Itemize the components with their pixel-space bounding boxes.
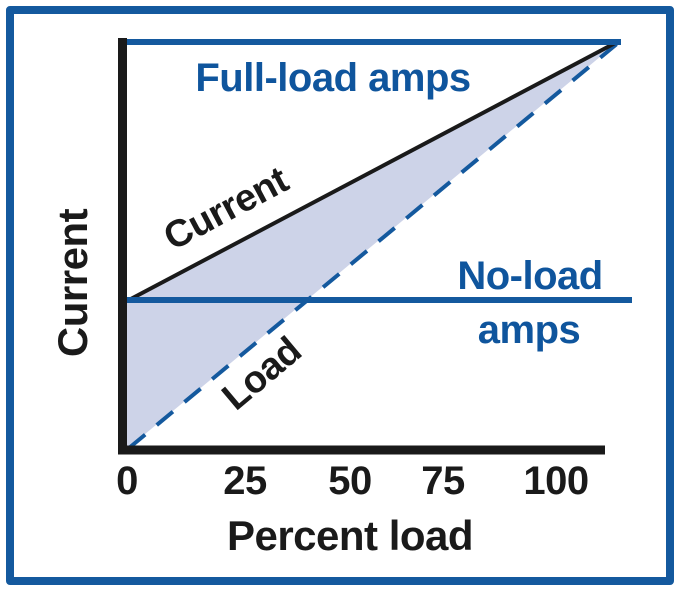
x-tick-label-75: 75 (421, 459, 465, 503)
full-load-amps-label: Full-load amps (195, 56, 471, 100)
x-tick-label-50: 50 (328, 459, 372, 503)
load-line-dashed (127, 41, 620, 450)
no-load-amps-label-line2: amps (477, 308, 581, 352)
y-axis-title: Current (49, 208, 96, 358)
x-axis-title: Percent load (226, 512, 474, 559)
x-tick-label-100: 100 (523, 459, 589, 503)
x-tick-label-0: 0 (116, 459, 138, 503)
outer-border-frame (6, 6, 674, 585)
no-load-amps-label-line1: No-load (457, 254, 603, 298)
current-line (126, 39, 620, 303)
x-tick-label-25: 25 (223, 459, 267, 503)
